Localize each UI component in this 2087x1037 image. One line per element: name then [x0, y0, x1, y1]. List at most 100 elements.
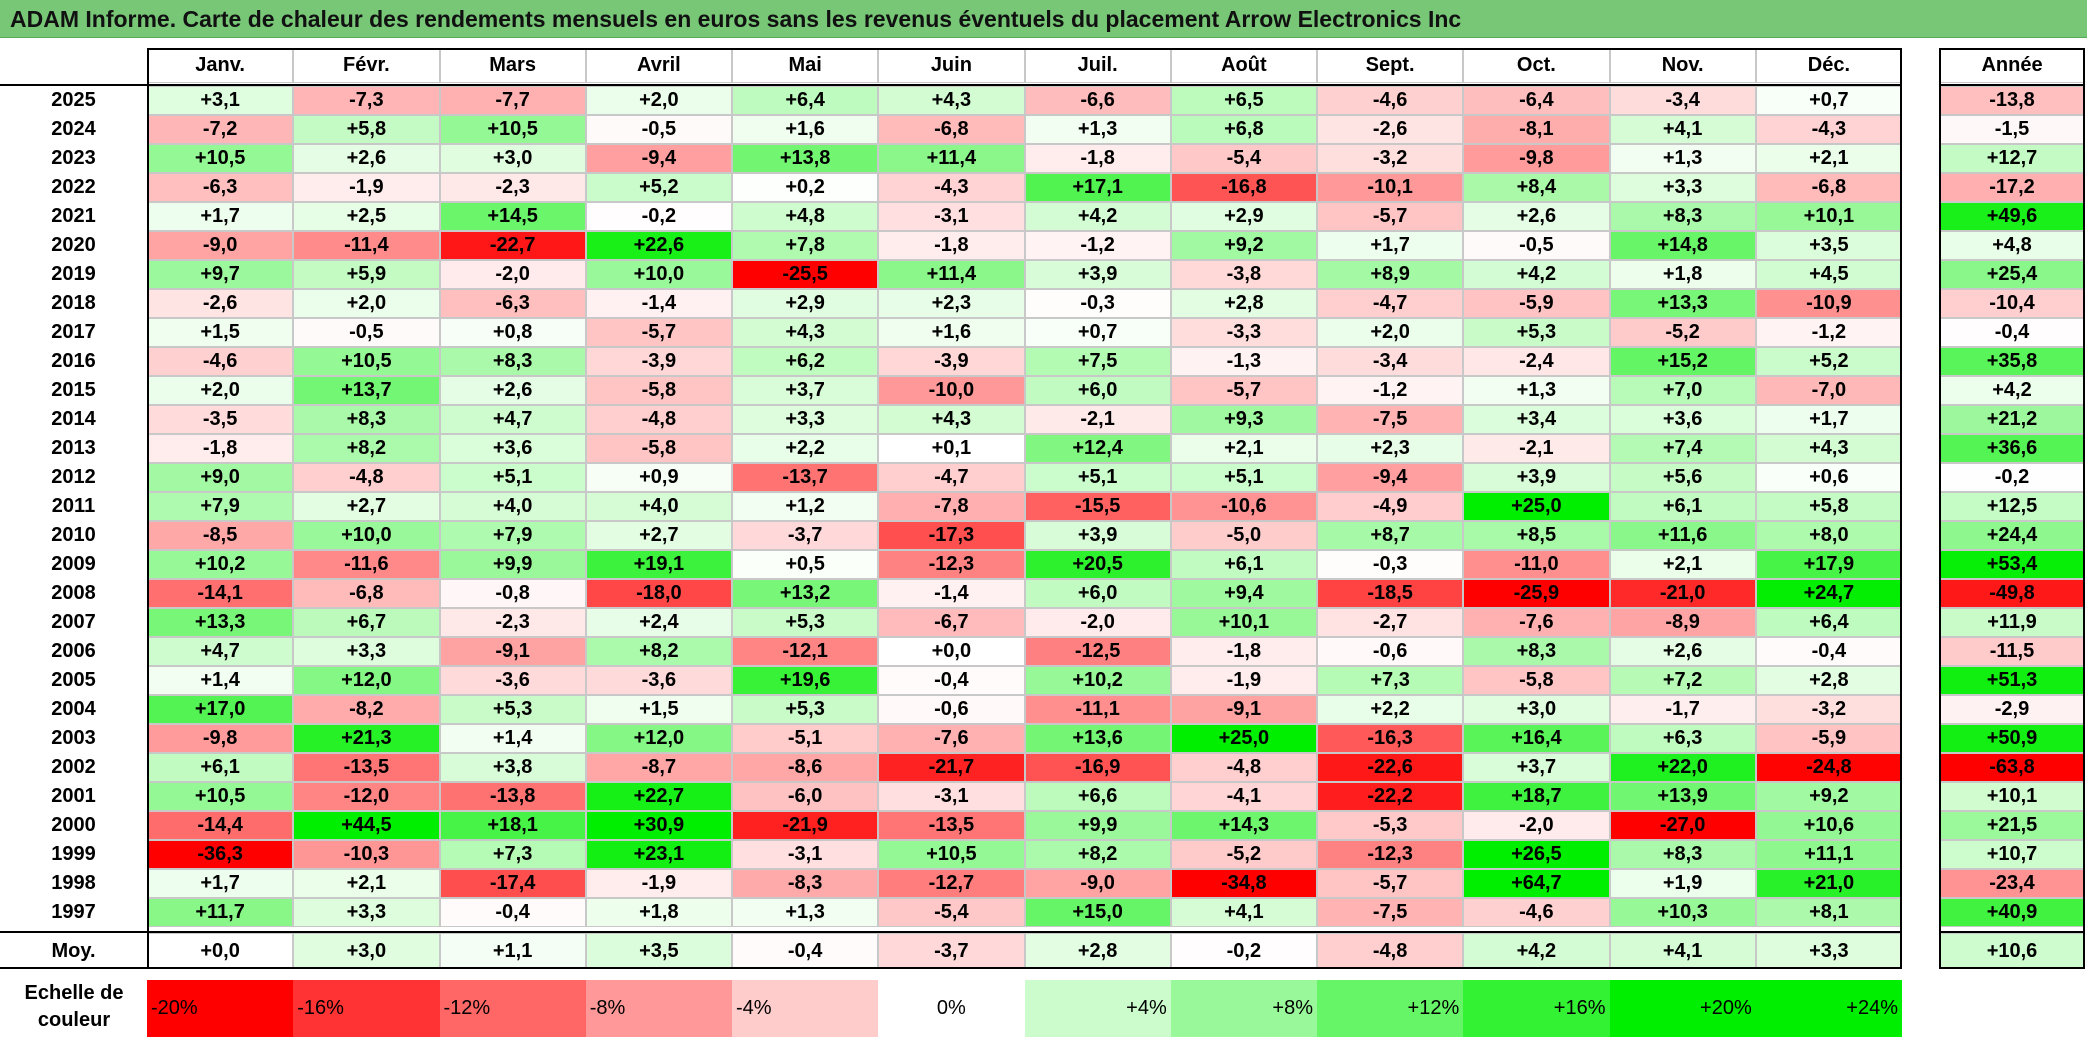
heatmap-cell: -1,9: [293, 173, 440, 202]
heatmap-cell: +11,6: [1609, 521, 1756, 550]
heatmap-cell: +2,9: [1170, 202, 1317, 231]
heatmap-cell: -7,6: [1463, 608, 1610, 637]
month-header: Août: [1170, 48, 1317, 83]
heatmap-cell: -6,3: [439, 289, 586, 318]
heatmap-cell: -3,7: [732, 521, 879, 550]
heatmap-cell: -0,5: [585, 115, 732, 144]
heatmap-cell: +5,3: [1463, 318, 1610, 347]
heatmap-cell: -7,7: [439, 86, 586, 115]
heatmap-cell: -3,1: [732, 840, 879, 869]
heatmap-cell: +5,8: [1755, 492, 1902, 521]
heatmap-cell: +6,4: [732, 86, 879, 115]
heatmap-cell: +2,6: [293, 144, 440, 173]
annual-cell: +53,4: [1939, 550, 2085, 579]
heatmap-cell: -5,7: [1170, 376, 1317, 405]
heatmap-cell: +3,6: [439, 434, 586, 463]
heatmap-cell: +8,3: [293, 405, 440, 434]
heatmap-cell: -1,2: [1317, 376, 1464, 405]
heatmap-cell: +1,4: [439, 724, 586, 753]
heatmap-cell: -18,5: [1317, 579, 1464, 608]
heatmap-cell: -5,7: [1317, 202, 1464, 231]
heatmap-cell: -2,0: [1463, 811, 1610, 840]
color-scale-swatch: +20%: [1609, 980, 1756, 1037]
average-cell: +2,8: [1024, 933, 1171, 969]
heatmap-cell: +10,6: [1755, 811, 1902, 840]
heatmap-cell: +5,1: [439, 463, 586, 492]
annual-cell: -63,8: [1939, 753, 2085, 782]
heatmap-cell: +4,2: [1463, 260, 1610, 289]
heatmap-cell: -5,7: [585, 318, 732, 347]
heatmap-cell: -0,2: [585, 202, 732, 231]
heatmap-cell: -18,0: [585, 579, 732, 608]
heatmap-cell: +0,7: [1755, 86, 1902, 115]
heatmap-cell: +5,3: [732, 695, 879, 724]
month-header: Juin: [878, 48, 1025, 83]
heatmap-cell: +3,7: [732, 376, 879, 405]
heatmap-cell: +2,8: [1170, 289, 1317, 318]
row-year-label: 2019: [51, 263, 96, 285]
heatmap-cell: +2,3: [1317, 434, 1464, 463]
heatmap-cell: +24,7: [1755, 579, 1902, 608]
heatmap-cell: +10,2: [1024, 666, 1171, 695]
heatmap-cell: +9,0: [147, 463, 294, 492]
heatmap-cell: -34,8: [1170, 869, 1317, 898]
heatmap-cell: +17,1: [1024, 173, 1171, 202]
heatmap-cell: -4,7: [878, 463, 1025, 492]
heatmap-cell: -4,8: [585, 405, 732, 434]
heatmap-cell: -13,5: [878, 811, 1025, 840]
heatmap-cell: -22,7: [439, 231, 586, 260]
annual-cell: -1,5: [1939, 115, 2085, 144]
heatmap-cell: -2,3: [439, 173, 586, 202]
average-cell: -0,4: [732, 933, 879, 969]
heatmap-cell: +2,9: [732, 289, 879, 318]
heatmap-cell: +12,0: [585, 724, 732, 753]
heatmap-cell: +0,8: [439, 318, 586, 347]
annual-cell: +21,5: [1939, 811, 2085, 840]
heatmap-cell: -6,8: [1755, 173, 1902, 202]
heatmap-cell: +6,0: [1024, 376, 1171, 405]
heatmap-cell: -9,1: [1170, 695, 1317, 724]
heatmap-cell: -8,5: [147, 521, 294, 550]
heatmap-cell: +8,7: [1317, 521, 1464, 550]
heatmap-cell: +10,5: [147, 782, 294, 811]
heatmap-cell: +2,3: [878, 289, 1025, 318]
heatmap-cell: +5,2: [585, 173, 732, 202]
heatmap-cell: -13,8: [439, 782, 586, 811]
heatmap-cell: -6,4: [1463, 86, 1610, 115]
heatmap-cell: -7,0: [1755, 376, 1902, 405]
heatmap-cell: +11,1: [1755, 840, 1902, 869]
heatmap-cell: +10,0: [585, 260, 732, 289]
row-year-label: 2004: [51, 698, 96, 720]
heatmap-cell: +44,5: [293, 811, 440, 840]
annual-cell: -23,4: [1939, 869, 2085, 898]
heatmap-cell: -9,4: [1317, 463, 1464, 492]
heatmap-cell: -13,7: [732, 463, 879, 492]
heatmap-cell: +22,7: [585, 782, 732, 811]
month-header: Mai: [732, 48, 879, 83]
heatmap-cell: -0,3: [1317, 550, 1464, 579]
month-header: Juil.: [1024, 48, 1171, 83]
heatmap-cell: +0,5: [732, 550, 879, 579]
row-year-label: 2016: [51, 350, 96, 372]
heatmap-cell: -22,6: [1317, 753, 1464, 782]
heatmap-cell: +13,3: [147, 608, 294, 637]
month-header: Janv.: [147, 48, 294, 83]
heatmap-cell: -0,4: [878, 666, 1025, 695]
row-year-label: 2013: [51, 437, 96, 459]
heatmap-cell: +17,0: [147, 695, 294, 724]
color-scale-swatch: -20%: [147, 980, 294, 1037]
average-cell: +4,2: [1463, 933, 1610, 969]
heatmap-cell: -0,8: [439, 579, 586, 608]
heatmap-cell: -13,5: [293, 753, 440, 782]
heatmap-cell: +6,1: [1170, 550, 1317, 579]
heatmap-cell: +1,5: [585, 695, 732, 724]
month-header: Nov.: [1609, 48, 1756, 83]
heatmap-cell: +2,0: [585, 86, 732, 115]
annual-cell: +25,4: [1939, 260, 2085, 289]
heatmap-cell: +3,0: [1463, 695, 1610, 724]
color-scale-swatch: +4%: [1024, 980, 1171, 1037]
heatmap-cell: +3,6: [1609, 405, 1756, 434]
heatmap-cell: -5,3: [1317, 811, 1464, 840]
heatmap-cell: +0,2: [732, 173, 879, 202]
month-header: Févr.: [293, 48, 440, 83]
